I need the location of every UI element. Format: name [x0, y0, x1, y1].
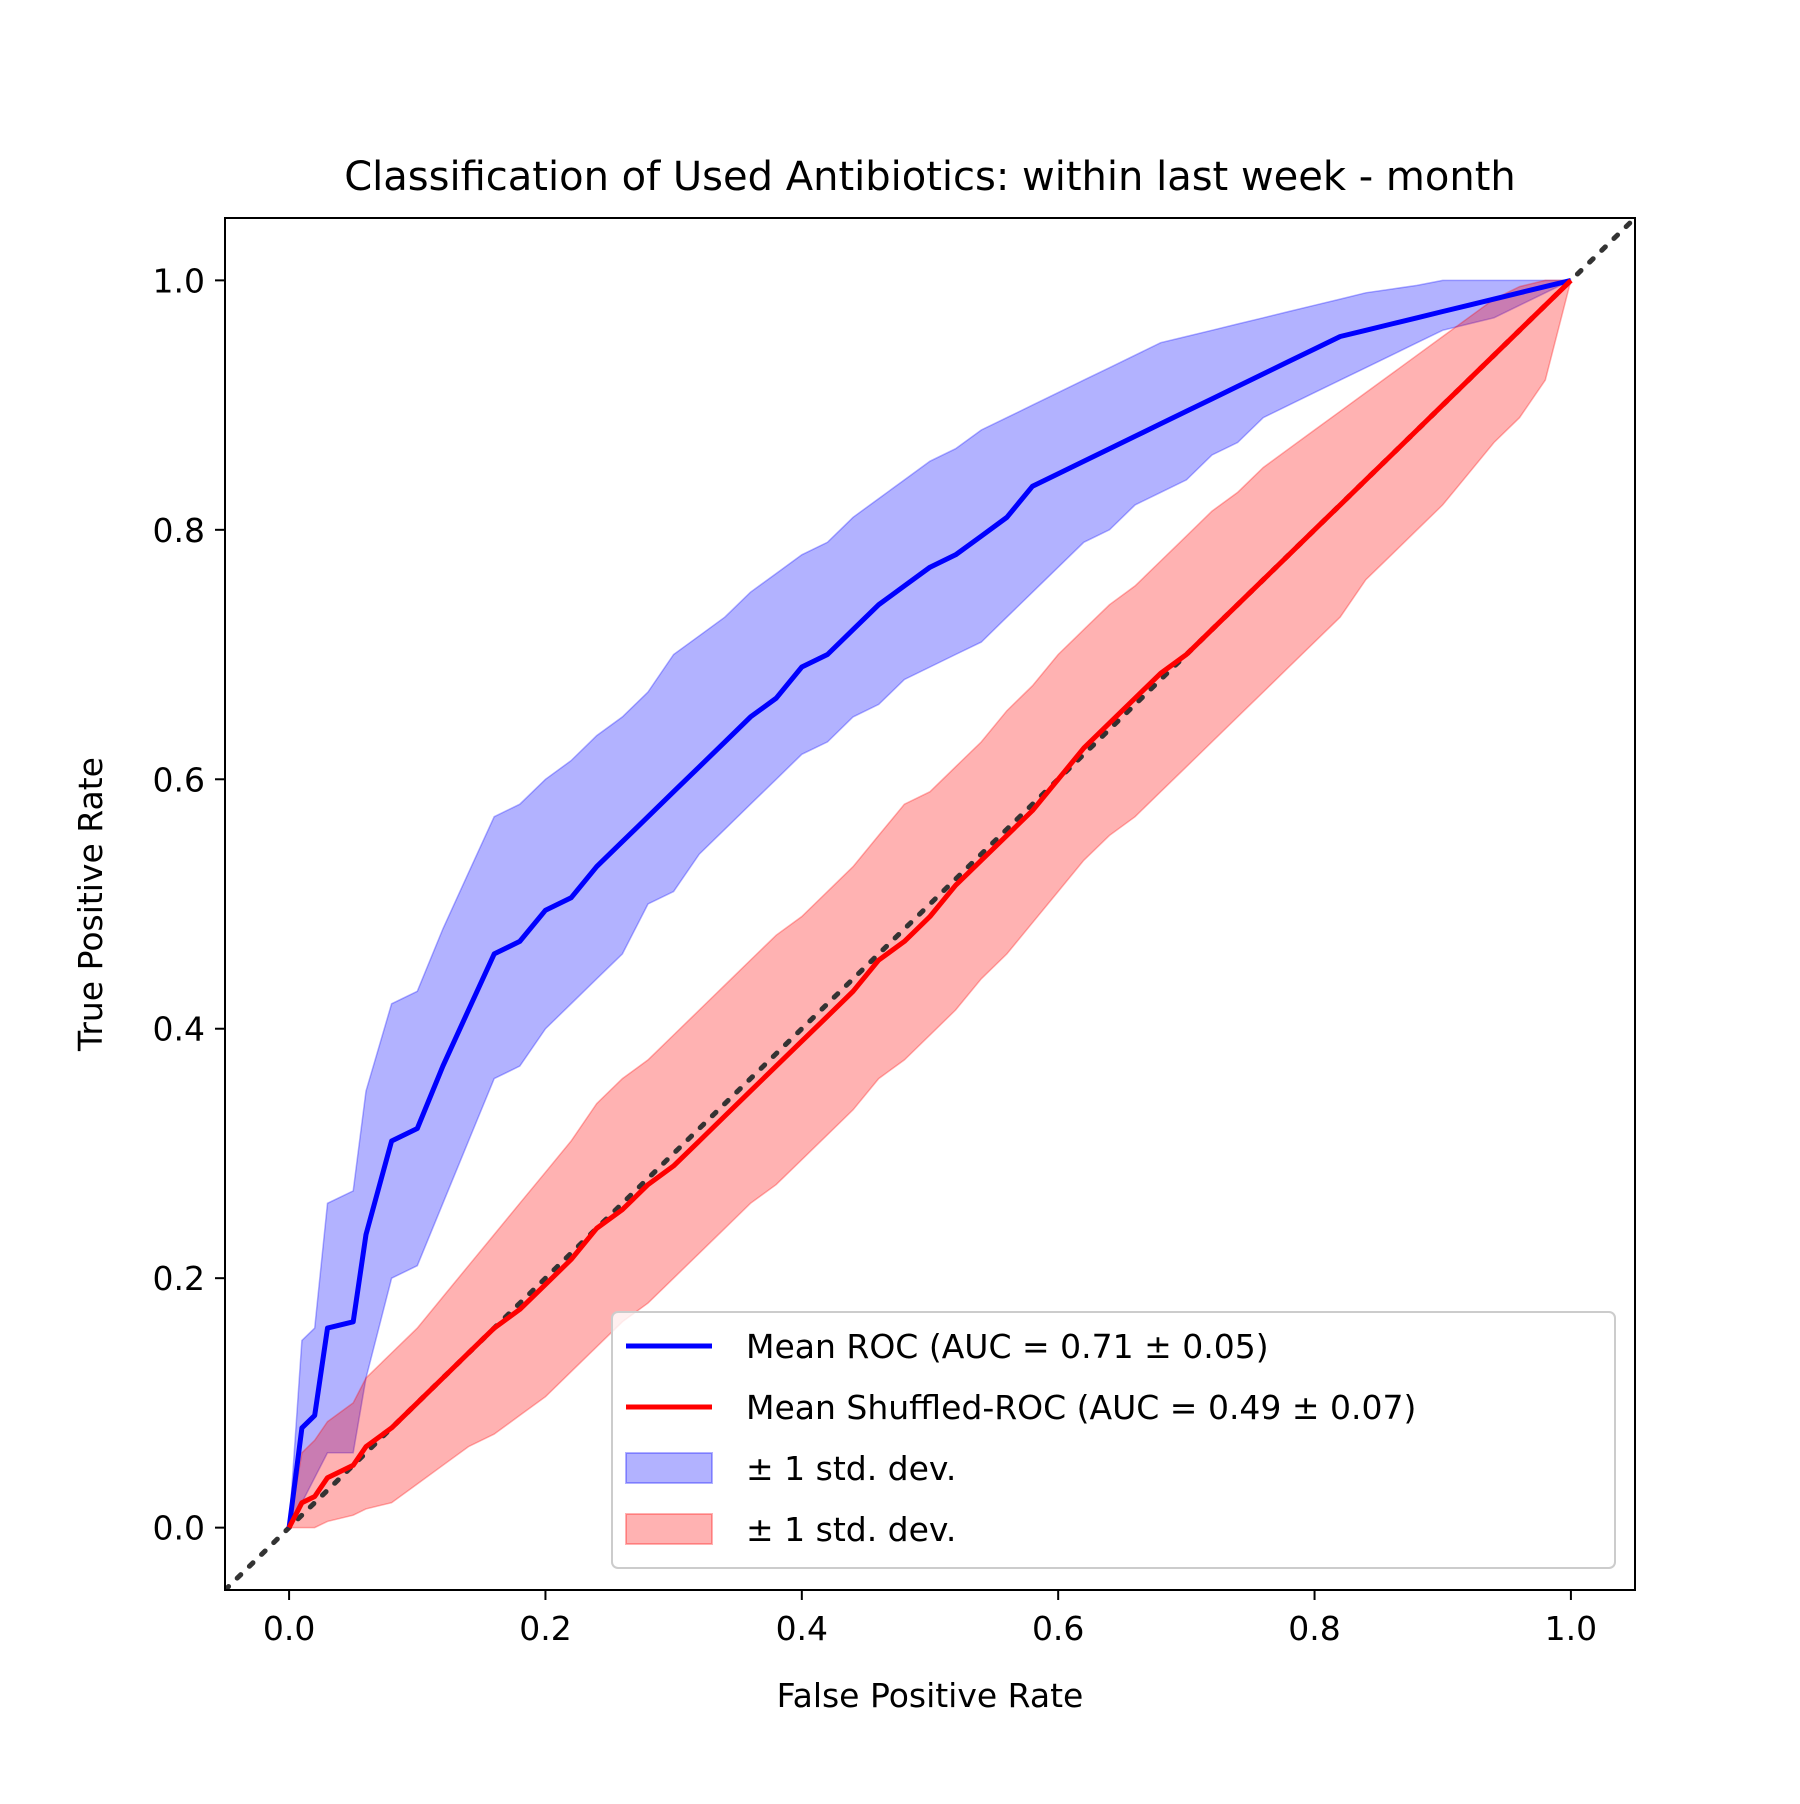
x-tick-label: 0.4: [776, 1609, 828, 1648]
legend-box: [611, 1311, 1616, 1569]
y-tick-label: 0.8: [153, 511, 205, 550]
mean-roc-line: [286, 277, 1572, 1528]
legend-label: ± 1 std. dev.: [746, 1449, 956, 1488]
y-tick-label: 0.4: [153, 1010, 205, 1049]
x-axis-title: False Positive Rate: [777, 1676, 1084, 1715]
legend-label: Mean Shuffled-ROC (AUC = 0.49 ± 0.07): [746, 1388, 1416, 1427]
legend-label: ± 1 std. dev.: [746, 1510, 956, 1549]
y-axis-title: True Positive Rate: [71, 757, 110, 1052]
chart-title: Classification of Used Antibiotics: with…: [344, 154, 1515, 200]
x-tick-label: 0.2: [519, 1609, 571, 1648]
x-tick-label: 0.0: [263, 1609, 315, 1648]
legend-patch-swatch: [625, 1513, 713, 1545]
mean-shuffled-roc-line: [286, 278, 1573, 1529]
x-axis-ticks: 0.0 0.2 0.4 0.6 0.8 1.0: [263, 1590, 1597, 1648]
legend-label: Mean ROC (AUC = 0.71 ± 0.05): [746, 1327, 1269, 1366]
roc-curves: [286, 277, 1573, 1529]
plot-area-frame: [224, 217, 1636, 1591]
legend: Mean ROC (AUC = 0.71 ± 0.05) Mean Shuffle…: [611, 1311, 1616, 1569]
y-tick-label: 0.6: [153, 760, 205, 799]
x-tick-label: 0.8: [1288, 1609, 1340, 1648]
y-tick-label: 1.0: [153, 261, 205, 300]
y-tick-label: 0.2: [153, 1259, 205, 1298]
x-tick-label: 0.6: [1032, 1609, 1084, 1648]
x-tick-label: 1.0: [1545, 1609, 1597, 1648]
y-axis-ticks: 0.0 0.2 0.4 0.6 0.8 1.0: [153, 261, 225, 1548]
legend-patch-swatch: [625, 1452, 713, 1484]
y-tick-label: 0.0: [153, 1509, 205, 1548]
